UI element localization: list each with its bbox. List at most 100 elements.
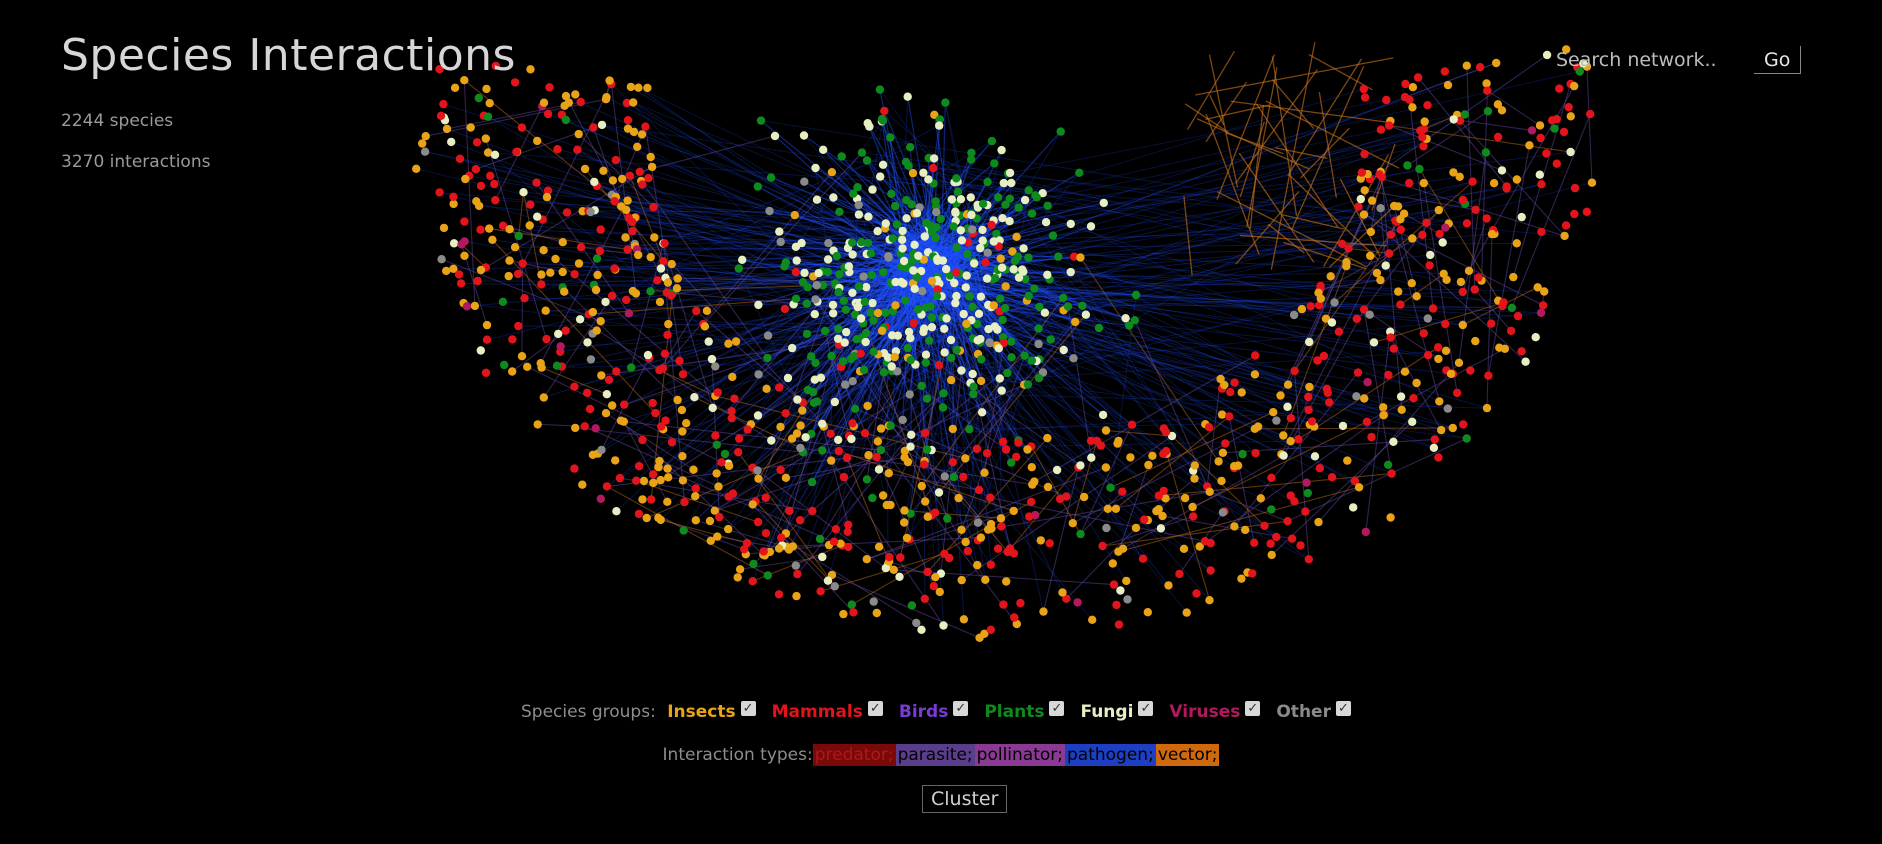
species-node[interactable] [945,271,955,280]
species-node[interactable] [1305,337,1314,347]
species-node[interactable] [1497,166,1507,175]
species-node[interactable] [593,270,602,280]
species-node[interactable] [490,150,500,159]
interaction-type-parasite[interactable]: parasite; [895,744,975,766]
species-node[interactable] [491,61,500,71]
species-node[interactable] [1230,522,1239,531]
species-node[interactable] [1415,164,1424,174]
species-node[interactable] [599,166,608,175]
species-node[interactable] [482,335,492,344]
species-node[interactable] [561,115,571,125]
species-node[interactable] [780,262,789,271]
species-node[interactable] [1001,200,1010,209]
species-node[interactable] [875,85,885,94]
species-node[interactable] [1217,476,1226,486]
species-node[interactable] [742,538,752,548]
species-node[interactable] [605,76,614,85]
species-node[interactable] [678,427,687,436]
species-node[interactable] [1409,394,1418,403]
species-node[interactable] [1130,316,1140,325]
species-node[interactable] [663,464,672,473]
species-node[interactable] [1114,620,1124,629]
species-node[interactable] [802,299,811,308]
species-node[interactable] [1330,298,1339,307]
species-node[interactable] [525,221,534,230]
species-node[interactable] [554,329,563,339]
species-node[interactable] [643,83,652,93]
species-node[interactable] [575,315,585,324]
species-node[interactable] [982,449,992,458]
species-node[interactable] [796,421,805,430]
species-node[interactable] [1301,507,1310,516]
species-node[interactable] [1527,126,1537,135]
species-node[interactable] [1021,274,1030,284]
species-node[interactable] [989,237,998,246]
species-node[interactable] [1400,367,1410,376]
species-node[interactable] [644,174,653,183]
species-node[interactable] [934,361,944,370]
species-node[interactable] [999,338,1008,348]
species-node[interactable] [903,92,912,101]
species-node[interactable] [906,355,915,365]
species-node[interactable] [649,202,658,212]
species-node[interactable] [482,320,492,330]
species-node[interactable] [984,324,993,334]
species-node[interactable] [753,517,763,527]
species-node[interactable] [949,222,958,231]
species-node[interactable] [602,390,612,399]
species-node[interactable] [485,99,494,108]
species-node[interactable] [818,281,828,290]
species-node[interactable] [1448,423,1458,433]
species-node[interactable] [588,307,598,317]
species-node[interactable] [902,533,912,543]
species-node[interactable] [874,465,884,474]
species-node[interactable] [473,276,482,286]
species-node[interactable] [759,547,768,556]
species-node[interactable] [691,484,700,493]
species-node[interactable] [1327,318,1337,327]
species-node[interactable] [775,227,784,236]
species-node[interactable] [1462,61,1472,70]
checkbox-mammals[interactable]: ✓ [867,700,883,716]
species-node[interactable] [1537,227,1546,237]
species-node[interactable] [1052,465,1062,475]
species-node[interactable] [556,342,565,351]
species-node[interactable] [968,302,977,311]
species-node[interactable] [1304,392,1313,402]
species-node[interactable] [702,306,712,315]
species-node[interactable] [860,429,870,438]
species-node[interactable] [791,294,801,303]
species-node[interactable] [783,373,793,383]
species-node[interactable] [896,553,905,562]
species-node[interactable] [1325,398,1334,407]
species-node[interactable] [927,313,937,322]
species-node[interactable] [610,197,619,206]
species-node[interactable] [1517,347,1526,356]
species-node[interactable] [884,469,893,478]
species-node[interactable] [993,325,1002,334]
species-node[interactable] [597,120,607,130]
species-node[interactable] [1121,314,1130,323]
species-node[interactable] [720,449,730,459]
species-node[interactable] [798,406,807,415]
species-node[interactable] [1360,394,1369,403]
species-node[interactable] [912,209,922,218]
species-node[interactable] [1250,424,1260,433]
species-node[interactable] [485,224,494,233]
species-node[interactable] [852,335,861,344]
species-node[interactable] [1260,521,1269,530]
species-node[interactable] [690,393,699,402]
species-node[interactable] [611,155,621,165]
species-node[interactable] [1454,358,1464,367]
species-node[interactable] [667,259,676,269]
species-node[interactable] [1056,127,1065,136]
species-node[interactable] [900,453,909,462]
species-node[interactable] [692,306,701,316]
species-node[interactable] [1379,411,1388,420]
interaction-type-vector[interactable]: vector; [1155,744,1220,766]
species-node[interactable] [601,297,610,307]
species-node[interactable] [586,207,595,217]
species-node[interactable] [830,582,839,591]
species-node[interactable] [1106,483,1115,492]
species-node[interactable] [904,161,913,170]
